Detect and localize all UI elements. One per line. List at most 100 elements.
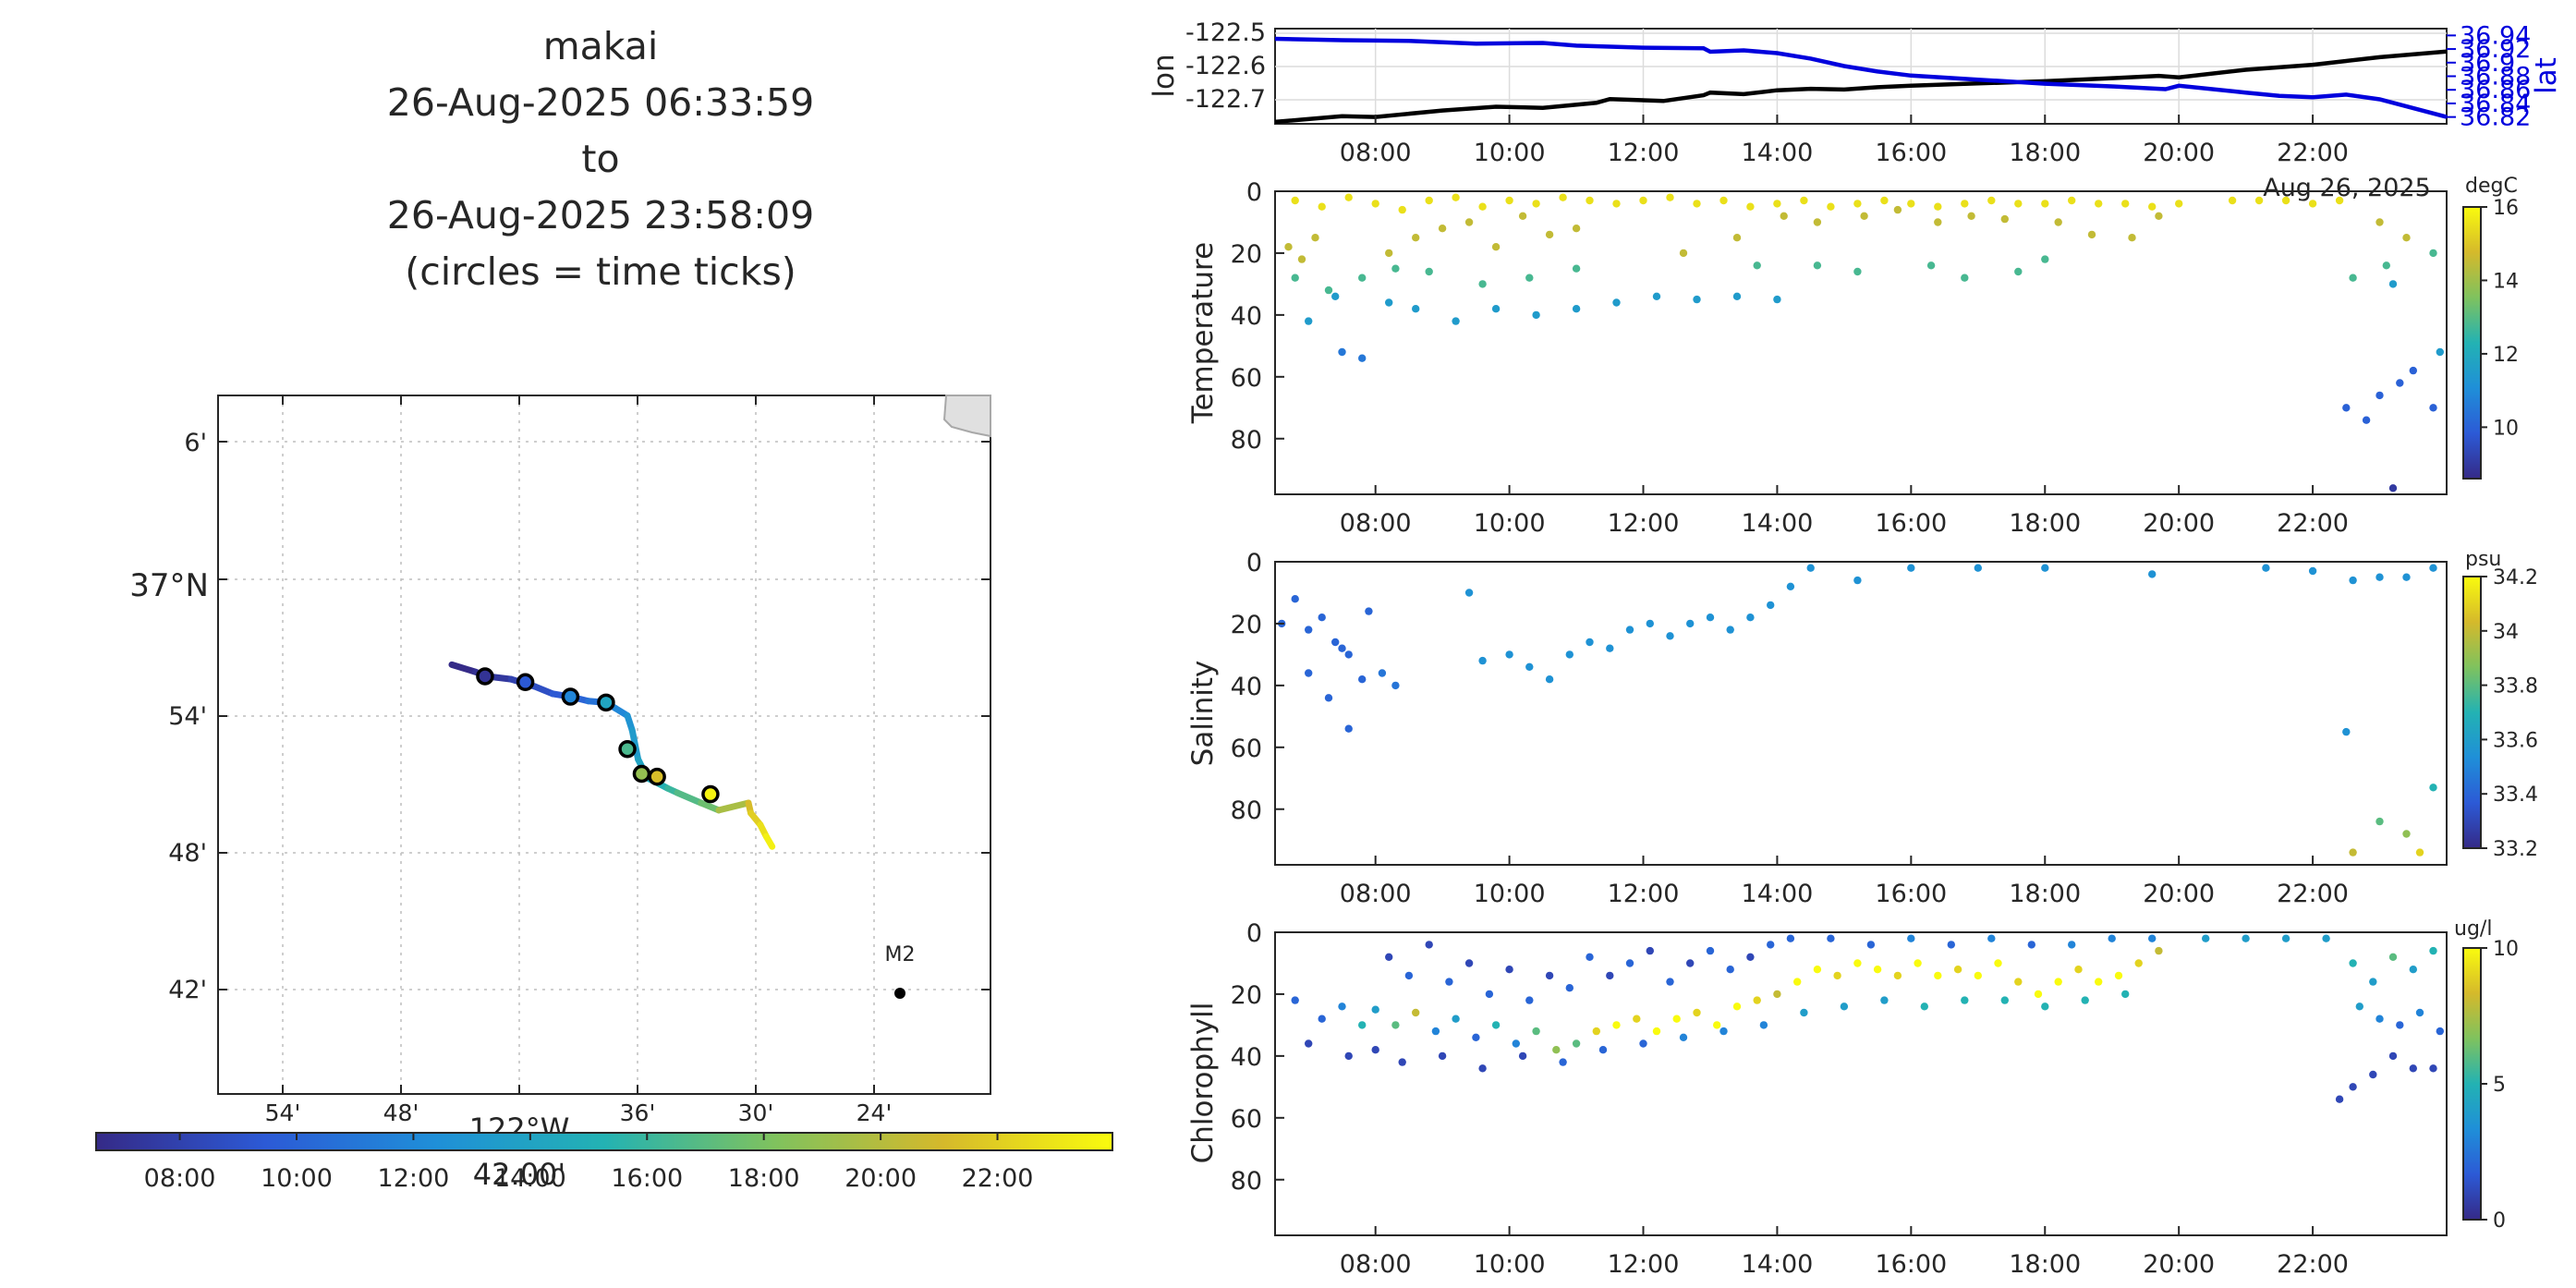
salinity-point-19 (1565, 650, 1574, 659)
chlorophyll-point-72 (2108, 934, 2116, 942)
temperature-point-7 (1478, 202, 1487, 211)
chlorophyll-point-115 (2335, 1095, 2344, 1103)
temperature-point-25 (1961, 200, 1969, 208)
chlorophyll-point-24 (1773, 990, 1781, 999)
salinity-ytick-label-3: 60 (1231, 735, 1262, 763)
chlorophyll-point-38 (2054, 978, 2062, 986)
temperature-point-49 (1572, 225, 1581, 233)
chlorophyll-point-52 (1545, 971, 1554, 980)
chlorophyll-point-54 (1586, 953, 1594, 962)
chlorophyll-point-114 (2429, 1064, 2437, 1073)
track-segment-18 (715, 799, 752, 814)
lon-lat-xtick-label-7: 22:00 (2277, 139, 2349, 167)
temperature-point-14 (1666, 193, 1674, 201)
salinity-point-45 (2402, 830, 2411, 838)
lon-tick-1: -122.5 (1185, 18, 1266, 47)
chlorophyll-point-70 (2027, 941, 2035, 949)
temperature-point-38 (2335, 196, 2344, 205)
lon-lat-lines (1274, 36, 2448, 125)
salinity-point-41 (2402, 573, 2411, 581)
temperature-point-60 (2087, 230, 2096, 239)
lon-lat-grid (1275, 29, 2447, 124)
temperature-point-106 (2388, 484, 2398, 492)
temperature-point-51 (1732, 234, 1742, 242)
salinity-point-37 (2262, 564, 2270, 572)
salinity-xtick-label-6: 20:00 (2143, 880, 2215, 908)
salinity-point-18 (1545, 675, 1554, 684)
lon-lat-xtick-label-1: 10:00 (1474, 139, 1546, 167)
temperature-point-62 (2155, 212, 2163, 220)
chlorophyll-point-95 (2121, 990, 2130, 999)
chlorophyll-point-15 (1592, 1027, 1601, 1036)
temperature-point-36 (2281, 196, 2290, 205)
chlorophyll-point-32 (1934, 971, 1942, 980)
temperature-point-73 (1753, 261, 1761, 270)
salinity-points (1278, 564, 2437, 857)
chlorophyll-point-98 (2281, 934, 2290, 942)
track-segment-0 (448, 661, 480, 675)
salinity-point-31 (1806, 564, 1815, 572)
temperature-point-44 (1438, 225, 1447, 233)
chlorophyll-point-7 (1431, 1027, 1440, 1036)
temperature-point-11 (1586, 196, 1594, 205)
salinity-point-25 (1686, 619, 1695, 628)
temperature-point-10 (1559, 193, 1567, 201)
temperature-point-80 (2349, 273, 2357, 282)
title-to: to (581, 137, 620, 181)
salinity-point-33 (1907, 564, 1915, 572)
chlorophyll-point-106 (2376, 1015, 2384, 1023)
chlorophyll-point-113 (2409, 1064, 2417, 1073)
salinity-point-2 (1305, 626, 1313, 634)
temperature-point-103 (2396, 379, 2404, 387)
title-platform: makai (542, 24, 659, 68)
map-frame (217, 395, 991, 1095)
lat-tick-label-1: 36.92 (2460, 35, 2531, 64)
salinity-point-23 (1646, 619, 1655, 628)
salinity-ytick-label-0: 0 (1246, 549, 1262, 577)
temperature-point-41 (1311, 234, 1319, 242)
chlorophyll-y-ticks: 0 20 40 60 80 (1231, 919, 1284, 1196)
chlorophyll-point-76 (1371, 1046, 1379, 1054)
chlorophyll-point-57 (1646, 946, 1655, 955)
title-end-time: 26-Aug-2025 23:58:09 (386, 193, 815, 237)
temperature-date-label: Aug 26, 2025 (2263, 174, 2431, 202)
chlorophyll-ytick-label-0: 0 (1246, 919, 1262, 948)
chlorophyll-point-112 (2388, 1051, 2398, 1061)
time-colorbar-ticks: 08:00 10:00 12:00 14:00 16:00 18:00 20:00 22:00 (144, 1133, 1033, 1193)
chlorophyll-point-53 (1565, 984, 1574, 992)
chlorophyll-axis-label: Chlorophyll (1186, 1002, 1220, 1164)
temperature-point-13 (1639, 196, 1647, 205)
map-lat-tick-54: 54' (168, 702, 207, 731)
temperature-point-81 (2382, 261, 2390, 270)
chlorophyll-point-108 (2415, 1008, 2424, 1017)
chlorophyll-point-99 (2322, 934, 2330, 942)
temperature-point-35 (2254, 196, 2264, 205)
salinity-ytick-label-4: 80 (1231, 796, 1262, 825)
lon-lat-xtick-label-0: 08:00 (1340, 139, 1412, 167)
time-tick-circle-3 (597, 693, 615, 712)
salinity-point-34 (1974, 564, 1982, 572)
temperature-xtick-label-2: 12:00 (1608, 509, 1680, 538)
chlorophyll-ytick-label-3: 60 (1231, 1105, 1262, 1134)
chlorophyll-point-55 (1606, 971, 1614, 980)
map-lon-tick-24: 24' (857, 1100, 893, 1126)
salinity-xtick-label-1: 10:00 (1474, 880, 1546, 908)
map-lat-major-37n: 37°N (129, 567, 209, 604)
temperature-ytick-label-4: 80 (1231, 426, 1262, 455)
salinity-xtick-label-5: 18:00 (2009, 880, 2081, 908)
temperature-point-74 (1813, 261, 1822, 270)
chlorophyll-point-66 (1866, 941, 1876, 949)
salinity-colorbar (2462, 576, 2482, 849)
chlorophyll-point-8 (1452, 1015, 1460, 1023)
temperature-axis-label: Temperature (1186, 242, 1220, 424)
salinity-point-27 (1726, 626, 1734, 634)
chlorophyll-point-28 (1853, 959, 1862, 967)
salinity-point-22 (1625, 626, 1634, 634)
figure-title: makai 26-Aug-2025 06:33:59 to 26-Aug-202… (259, 18, 942, 300)
time-tick-circle-1 (516, 673, 535, 692)
chlorophyll-point-88 (1840, 1002, 1849, 1011)
lon-lat-xtick-label-6: 20:00 (2143, 139, 2215, 167)
time-colorbar-tick-label-0: 08:00 (144, 1164, 216, 1193)
temperature-point-0 (1291, 196, 1299, 205)
